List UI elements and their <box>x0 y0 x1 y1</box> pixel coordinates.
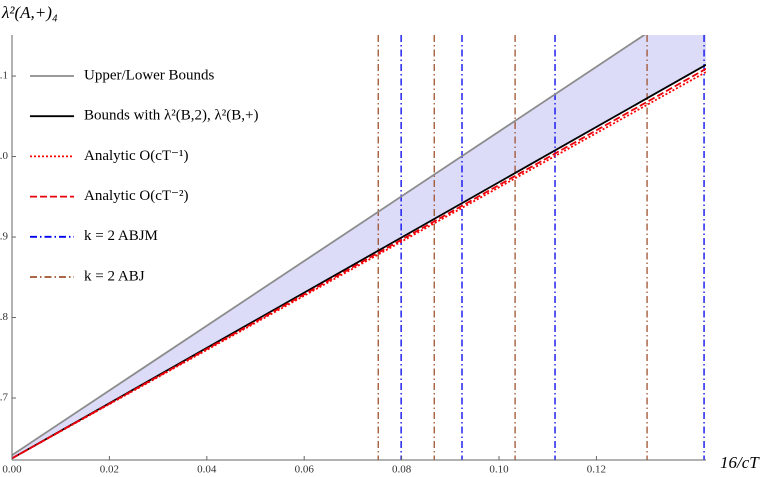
legend-label: Analytic O(cT⁻²) <box>84 188 188 204</box>
y-axis-label: λ²(A,+)₄ <box>1 3 58 22</box>
axes: 0.00 0.02 0.04 0.06 0.08 0.10 0.12 19.7 19.8 19.9… <box>0 35 706 476</box>
legend-label: k = 2 ABJ <box>84 268 145 284</box>
series-line <box>12 68 706 460</box>
x-tick-label: 0.12 <box>587 464 606 476</box>
x-tick-label: 0.04 <box>197 464 217 476</box>
x-axis-label: 16/cT <box>720 453 760 472</box>
x-tick-label: 0.02 <box>100 464 119 476</box>
y-tick-label: 20.0 <box>0 150 9 162</box>
legend: Upper/Lower Bounds Bounds with λ²(B,2), λ… <box>30 67 259 284</box>
legend-label: Analytic O(cT⁻¹) <box>84 148 188 164</box>
series-line <box>12 71 706 460</box>
plot-area <box>12 35 706 460</box>
x-tick-label: 0.08 <box>392 464 412 476</box>
x-tick-label: 0.00 <box>2 464 22 476</box>
y-tick-label: 20.1 <box>0 70 8 82</box>
bound-region <box>12 35 706 459</box>
x-tick-label: 0.06 <box>295 464 315 476</box>
x-tick-label: 0.10 <box>489 464 509 476</box>
legend-label: k = 2 ABJM <box>84 228 158 244</box>
legend-label: Bounds with λ²(B,2), λ²(B,+) <box>84 108 259 124</box>
y-tick-label: 19.9 <box>0 231 9 243</box>
y-tick-label: 19.8 <box>0 311 9 323</box>
legend-label: Upper/Lower Bounds <box>84 67 215 83</box>
y-tick-label: 19.7 <box>0 392 9 404</box>
series-line <box>12 35 646 456</box>
series-line <box>12 63 706 460</box>
